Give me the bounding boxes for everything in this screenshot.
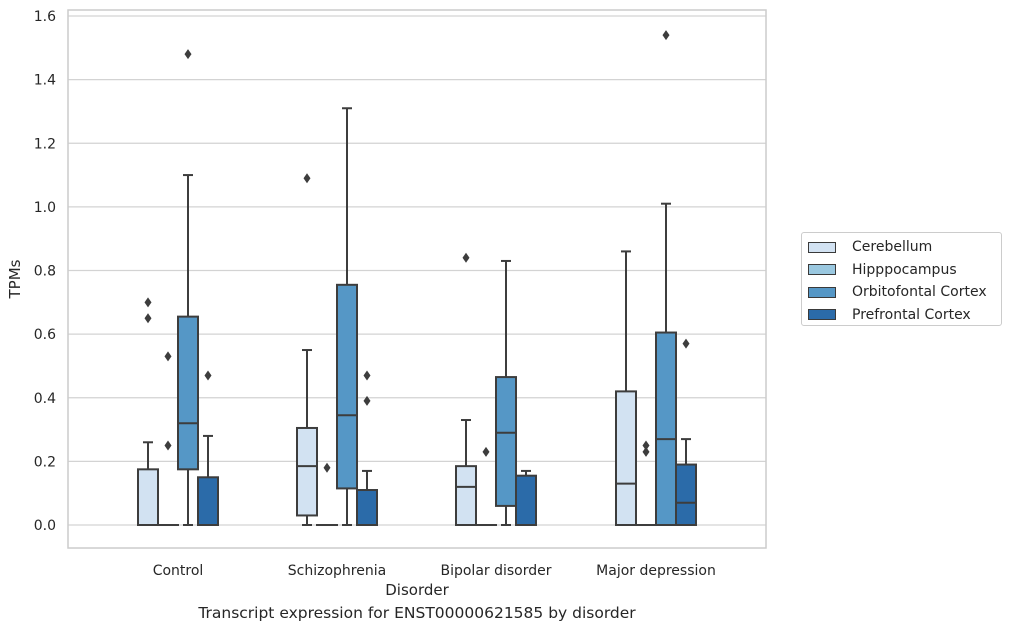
- legend-item: Prefrontal Cortex: [808, 304, 1001, 327]
- box-group: [336, 107, 358, 526]
- box-group: [137, 297, 159, 526]
- box: [296, 426, 318, 517]
- legend-item: Cerebellum: [808, 236, 1001, 259]
- legend-swatch: [808, 286, 836, 298]
- box: [515, 474, 537, 526]
- box: [655, 331, 677, 526]
- legend-label: Hipppocampus: [852, 261, 957, 278]
- box: [137, 468, 159, 526]
- legend-item: Orbitofontal Cortex: [808, 281, 1001, 304]
- box: [675, 463, 697, 526]
- box-group: [356, 370, 378, 527]
- x-tick-label: Schizophrenia: [288, 563, 386, 579]
- box: [177, 315, 199, 471]
- box-group: [296, 173, 318, 526]
- outlier-point: [204, 370, 212, 381]
- y-tick-label: 1.6: [34, 9, 56, 25]
- y-tick-label: 0.2: [34, 454, 56, 470]
- box-group: [655, 30, 677, 526]
- legend: Cerebellum Hipppocampus Orbitofontal Cor…: [801, 232, 1002, 326]
- box-group: [615, 250, 637, 527]
- y-tick-label: 1.4: [34, 73, 56, 89]
- box: [356, 489, 378, 527]
- x-axis-ticks: Control Schizophrenia Bipolar disorder Majo…: [153, 563, 716, 579]
- box-group: [475, 446, 497, 527]
- outlier-point: [682, 338, 690, 349]
- outlier-point: [642, 440, 650, 451]
- x-tick-label: Bipolar disorder: [440, 563, 551, 579]
- y-tick-label: 0.8: [34, 264, 56, 280]
- x-tick-label: Control: [153, 563, 204, 579]
- legend-item: Hipppocampus: [808, 259, 1001, 282]
- y-tick-label: 0.6: [34, 327, 56, 343]
- x-tick-label: Major depression: [596, 563, 716, 579]
- y-tick-label: 1.2: [34, 136, 56, 152]
- plot-frame: [67, 9, 767, 549]
- outlier-point: [164, 440, 172, 451]
- box-group: [316, 462, 338, 527]
- box-group: [157, 351, 179, 527]
- box: [615, 390, 637, 527]
- box-group: [515, 469, 537, 526]
- box: [336, 283, 358, 490]
- outlier-point: [662, 30, 670, 41]
- box: [197, 476, 219, 526]
- y-tick-label: 1.0: [34, 200, 56, 216]
- boxes: [137, 30, 697, 527]
- outlier-point: [303, 173, 311, 184]
- x-axis-label: Disorder: [385, 581, 449, 599]
- outlier-point: [482, 446, 490, 457]
- outlier-point: [462, 252, 470, 263]
- legend-swatch: [808, 241, 836, 253]
- figure-caption: Transcript expression for ENST0000062158…: [198, 604, 636, 622]
- box-group: [675, 338, 697, 526]
- box: [495, 376, 517, 507]
- box-group: [177, 49, 199, 526]
- box-group: [455, 252, 477, 527]
- y-axis-label: TPMs: [6, 259, 24, 299]
- outlier-point: [363, 395, 371, 406]
- outlier-point: [144, 297, 152, 308]
- box-group: [495, 259, 517, 526]
- legend-swatch: [808, 309, 836, 321]
- box: [455, 465, 477, 527]
- box-group: [197, 370, 219, 526]
- legend-label: Cerebellum: [852, 239, 933, 256]
- outlier-point: [323, 462, 331, 473]
- y-tick-label: 0.4: [34, 391, 56, 407]
- y-axis-ticks: 0.0 0.2 0.4 0.6 0.8 1.0 1.2 1.4 1.6: [34, 9, 56, 534]
- outlier-point: [642, 446, 650, 457]
- box-group: [635, 440, 657, 527]
- outlier-point: [164, 351, 172, 362]
- legend-label: Prefrontal Cortex: [852, 306, 971, 323]
- outlier-point: [144, 313, 152, 324]
- legend-label: Orbitofontal Cortex: [852, 284, 987, 301]
- outlier-point: [184, 49, 192, 60]
- outlier-point: [363, 370, 371, 381]
- y-tick-label: 0.0: [34, 518, 56, 534]
- legend-swatch: [808, 264, 836, 276]
